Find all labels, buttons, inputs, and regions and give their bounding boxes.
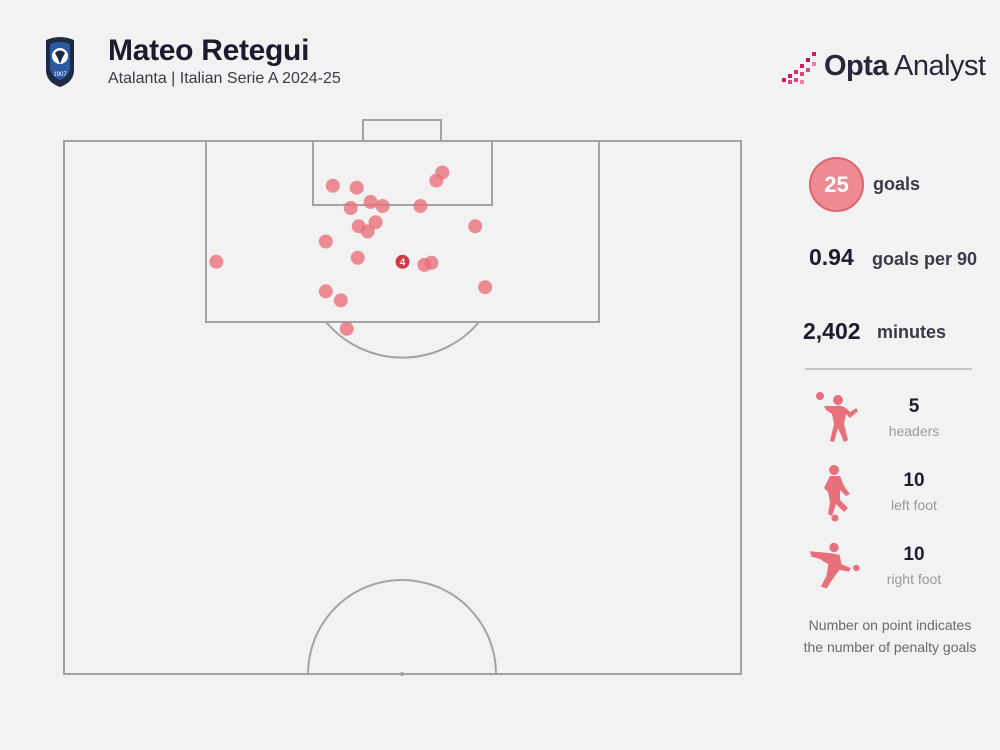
goal-frame: [362, 119, 442, 142]
right-foot-player-icon: [806, 538, 862, 598]
atalanta-crest-icon: 1907: [46, 37, 74, 87]
goal-point: [318, 284, 333, 299]
goal-point: [424, 255, 439, 270]
goal-point: [435, 165, 450, 180]
crest-year: 1907: [53, 72, 67, 78]
penalty-note: Number on point indicates the number of …: [790, 614, 990, 658]
penalty-arc: [325, 321, 480, 359]
player-name: Mateo Retegui: [108, 34, 310, 67]
goal-point: [209, 254, 224, 269]
goal-point: [351, 219, 366, 234]
goal-point: [368, 215, 383, 230]
goal-point: [468, 219, 483, 234]
goals-label: goals: [873, 174, 921, 194]
brand-opta: Opta: [824, 50, 889, 82]
brand-analyst: Analyst: [888, 50, 986, 82]
goal-point: [478, 280, 493, 295]
goal-point: [395, 254, 410, 269]
opta-analyst-logo: Opta Analyst: [780, 48, 986, 88]
goal-point: [339, 321, 354, 336]
penalty-area: [205, 140, 600, 323]
goal-point: [360, 224, 375, 239]
goals-per-90-label: goals per 90: [872, 249, 978, 269]
left-foot-count: 10: [903, 470, 925, 491]
penalty-note-line-2: the number of penalty goals: [803, 639, 977, 655]
left-foot-label: left foot: [891, 497, 937, 513]
goals-per-90-value: 0.94: [809, 244, 854, 270]
goal-point: [333, 293, 348, 308]
header-player-icon: [810, 390, 866, 450]
goal-point: [429, 173, 444, 188]
headers-label: headers: [888, 423, 940, 439]
goal-point: [413, 199, 428, 213]
goal-point: [349, 180, 364, 195]
right-foot-count: 10: [903, 544, 925, 565]
goal-point: [343, 201, 358, 215]
headers-count: 5: [908, 396, 920, 417]
minutes-value: 2,402: [803, 318, 861, 344]
penalty-note-line-1: Number on point indicates: [808, 617, 972, 633]
goal-point: [417, 257, 432, 272]
goal-points: 4: [209, 165, 493, 336]
goal-point: [318, 234, 333, 249]
opta-mark-icon: [782, 52, 816, 84]
centre-circle: [307, 579, 497, 675]
goal-point: [363, 194, 378, 209]
subtitle: Atalanta | Italian Serie A 2024-25: [108, 70, 341, 87]
minutes-label: minutes: [877, 322, 947, 342]
pitch-outline: [63, 140, 742, 675]
goal-point: [325, 178, 340, 193]
centre-spot: [400, 672, 404, 676]
divider: [805, 368, 972, 370]
right-foot-label: right foot: [886, 571, 942, 587]
six-yard-box: [312, 140, 493, 206]
left-foot-player-icon: [810, 464, 866, 524]
penalty-count-label: 4: [400, 257, 406, 268]
goal-point: [375, 199, 390, 213]
goal-point: [350, 250, 365, 265]
goals-badge: 25: [809, 157, 864, 212]
